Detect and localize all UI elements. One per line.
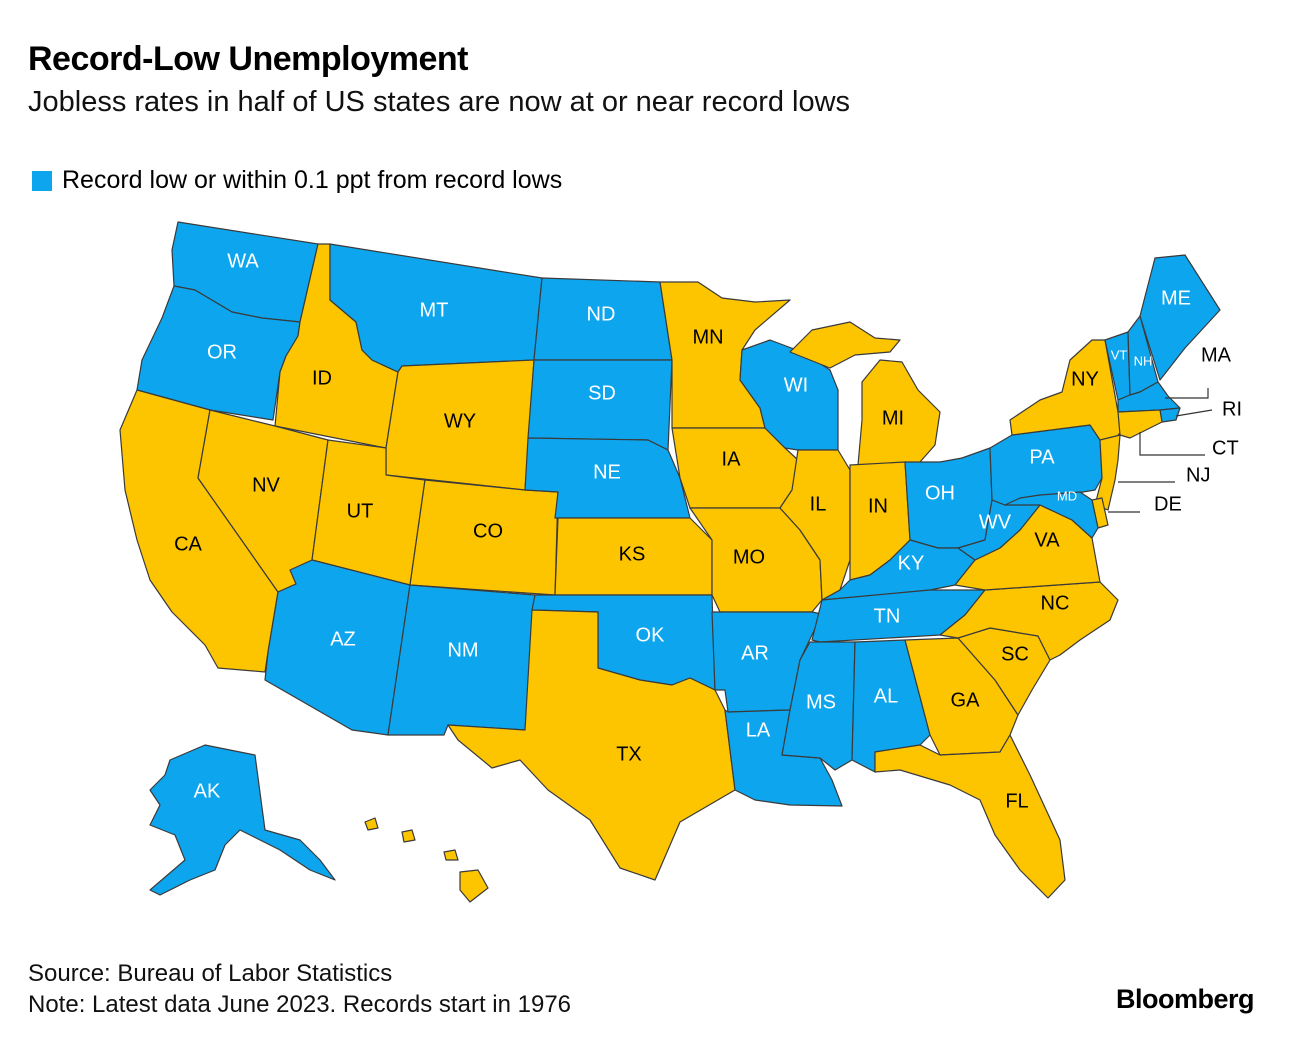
label-TN: TN [874,605,901,627]
label-WA: WA [227,250,259,272]
legend: Record low or within 0.1 ppt from record… [32,166,562,195]
label-AK: AK [194,780,221,802]
legend-swatch [32,170,52,191]
bloomberg-logo: Bloomberg [1115,984,1255,1014]
label-NV: NV [252,474,280,496]
label-CT: CT [1212,437,1239,459]
label-KY: KY [898,552,925,574]
label-TX: TX [616,743,642,765]
state-HI [364,817,489,903]
source-note: Source: Bureau of Labor Statistics [28,960,393,987]
label-AR: AR [741,642,769,664]
legend-label: Record low or within 0.1 ppt from record… [62,166,563,194]
state-ME [1139,254,1221,381]
label-MD: MD [1057,488,1077,503]
leader-CT [1139,432,1205,456]
label-WI: WI [784,374,808,396]
chart-subtitle: Jobless rates in half of US states are n… [28,86,851,118]
label-AZ: AZ [330,628,356,650]
state-CT [1117,409,1163,439]
label-NE: NE [593,461,621,483]
label-WV: WV [979,511,1012,533]
label-OR: OR [207,341,237,363]
label-IA: IA [722,448,742,470]
label-DE: DE [1154,493,1182,515]
label-SC: SC [1001,643,1029,665]
label-LA: LA [746,719,771,741]
label-MT: MT [420,299,449,321]
label-PA: PA [1029,446,1055,468]
leader-MA [1165,388,1209,399]
label-NC: NC [1041,592,1070,614]
state-NJ [1094,434,1121,511]
label-OK: OK [636,624,666,646]
state-WI [739,339,839,451]
state-SD [527,359,673,451]
label-MS: MS [806,691,836,713]
state-KY [821,539,976,601]
label-UT: UT [347,500,374,522]
label-IN: IN [868,495,888,517]
label-GA: GA [951,689,981,711]
label-MI: MI [882,407,904,429]
label-CA: CA [174,533,202,555]
state-AZ [264,559,411,736]
data-note: Note: Latest data June 2023. Records sta… [28,991,572,1018]
label-ND: ND [587,303,616,325]
label-ID: ID [312,367,332,389]
label-IL: IL [810,493,827,515]
label-FL: FL [1005,790,1028,812]
state-RI [1159,407,1181,423]
state-FL [874,734,1066,899]
state-AK [149,744,336,896]
label-NH: NH [1134,353,1153,368]
leader-RI [1175,409,1213,417]
label-SD: SD [588,382,616,404]
label-MN: MN [692,326,723,348]
label-OH: OH [925,482,955,504]
label-NY: NY [1071,368,1099,390]
label-NJ: NJ [1186,464,1210,486]
label-VT: VT [1111,347,1128,362]
label-ME: ME [1161,287,1191,309]
label-WY: WY [444,410,476,432]
label-AL: AL [874,685,898,707]
label-VA: VA [1034,529,1060,551]
state-TX [447,609,736,881]
chart-title: Record-Low Unemployment [28,40,468,78]
us-state-map: WA OR CA ID NV MT WY UT AZ CO NM ND SD N… [119,221,1242,903]
state-MD [1004,491,1099,539]
footer: Source: Bureau of Labor Statistics Note:… [28,958,571,1020]
label-MO: MO [733,546,765,568]
label-MA: MA [1201,344,1232,366]
state-MI [789,321,941,466]
label-CO: CO [473,520,503,542]
label-RI: RI [1222,398,1242,420]
label-KS: KS [619,543,646,565]
label-NM: NM [447,639,478,661]
